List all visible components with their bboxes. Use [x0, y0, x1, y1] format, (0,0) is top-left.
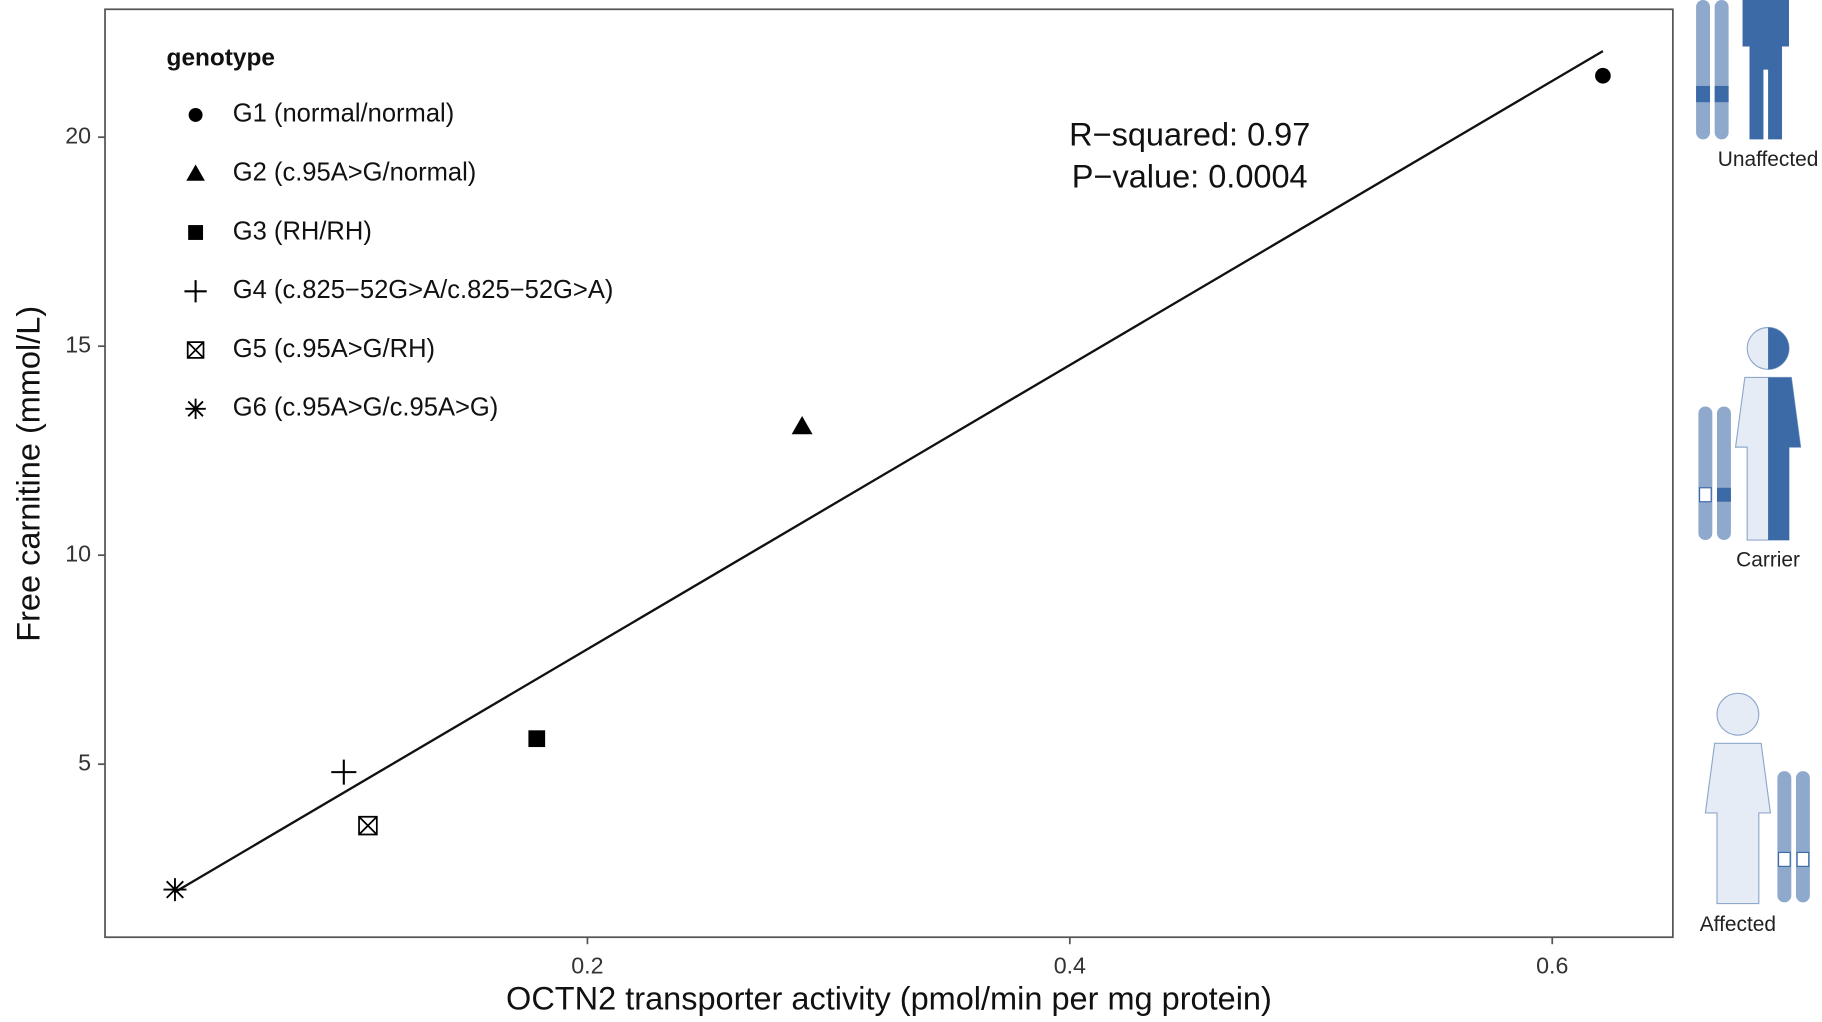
- y-tick-label: 20: [65, 122, 91, 148]
- y-axis-title: Free carnitine (mmol/L): [10, 306, 46, 642]
- icon-label: Carrier: [1736, 548, 1800, 571]
- legend-label: G2 (c.95A>G/normal): [233, 158, 476, 186]
- icon-unaffected: [1696, 0, 1789, 140]
- legend-marker: [188, 225, 204, 240]
- data-point: [163, 878, 187, 902]
- data-point: [791, 415, 813, 435]
- x-tick-label: 0.6: [1536, 953, 1568, 979]
- x-axis-title: OCTN2 transporter activity (pmol/min per…: [506, 981, 1272, 1017]
- legend-label: G5 (c.95A>G/RH): [233, 335, 435, 363]
- icon-label: Affected: [1700, 913, 1776, 936]
- data-point: [358, 815, 378, 836]
- x-tick-label: 0.4: [1054, 953, 1086, 979]
- y-tick-label: 15: [65, 331, 91, 357]
- x-tick-label: 0.2: [571, 953, 603, 979]
- plot-panel: [104, 8, 1674, 939]
- legend-marker: [186, 341, 205, 359]
- data-point: [331, 759, 357, 785]
- data-point: [1595, 67, 1611, 84]
- y-tick-label: 5: [78, 749, 91, 775]
- icon-label: Unaffected: [1718, 148, 1819, 171]
- icon-affected: [1704, 692, 1810, 905]
- data-point: [528, 730, 546, 748]
- legend-label: G4 (c.825−52G>A/c.825−52G>A): [233, 276, 614, 304]
- legend-marker: [188, 108, 203, 122]
- fit-line: [174, 50, 1604, 894]
- legend-label: G6 (c.95A>G/c.95A>G): [233, 394, 499, 422]
- y-tick-label: 10: [65, 540, 91, 566]
- legend-label: G1 (normal/normal): [233, 100, 454, 128]
- legend-marker: [186, 164, 205, 181]
- annotation: P−value: 0.0004: [1072, 158, 1308, 194]
- legend-marker: [185, 398, 206, 420]
- legend-marker: [184, 280, 207, 303]
- icon-carrier: [1698, 326, 1802, 541]
- annotation: R−squared: 0.97: [1069, 117, 1310, 153]
- legend-title: genotype: [167, 45, 275, 72]
- legend-label: G3 (RH/RH): [233, 217, 372, 245]
